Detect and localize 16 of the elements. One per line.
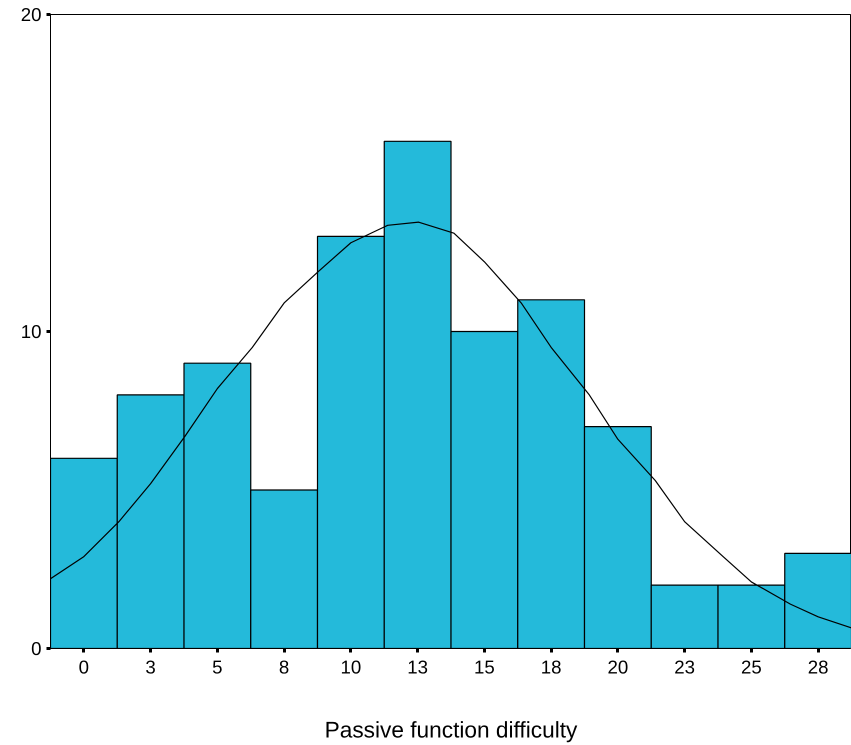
y-tick-label: 0 (31, 638, 42, 659)
x-tick-label: 10 (340, 656, 362, 678)
x-tick-label: 15 (474, 656, 495, 678)
x-tick-label: 13 (407, 656, 428, 678)
x-tick-label: 3 (145, 656, 156, 678)
y-tick-label: 10 (20, 321, 42, 342)
x-tick-label: 18 (540, 656, 562, 678)
x-axis-title: Passive function difficulty (324, 716, 578, 742)
x-tick-label: 20 (608, 656, 628, 678)
x-tick-label: 23 (674, 656, 696, 678)
x-tick-label: 25 (741, 656, 762, 678)
x-tick-label: 8 (278, 656, 290, 678)
x-tick-label: 5 (212, 656, 223, 678)
y-tick-label: 20 (20, 4, 42, 25)
x-tick-label: 28 (808, 656, 829, 678)
x-tick-label: 0 (78, 656, 90, 678)
